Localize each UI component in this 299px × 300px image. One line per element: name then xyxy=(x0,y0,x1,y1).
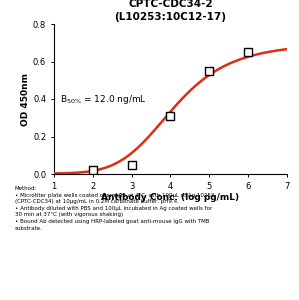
Title: CPTC-CDC34-2
(L10253:10C12-17): CPTC-CDC34-2 (L10253:10C12-17) xyxy=(115,0,226,22)
Y-axis label: OD 450nm: OD 450nm xyxy=(21,73,30,125)
Point xyxy=(129,162,134,167)
Text: Method:
• Microtiter plate wells coated overnight at 4°C  with 100μL of Ag 10253: Method: • Microtiter plate wells coated … xyxy=(15,186,214,231)
X-axis label: Antibody Conc. (log pg/mL): Antibody Conc. (log pg/mL) xyxy=(101,194,239,202)
Point xyxy=(207,68,212,73)
Point xyxy=(168,113,173,118)
Point xyxy=(90,168,95,172)
Text: B$_{50\%}$ = 12.0 ng/mL: B$_{50\%}$ = 12.0 ng/mL xyxy=(60,92,147,106)
Point xyxy=(246,50,251,55)
